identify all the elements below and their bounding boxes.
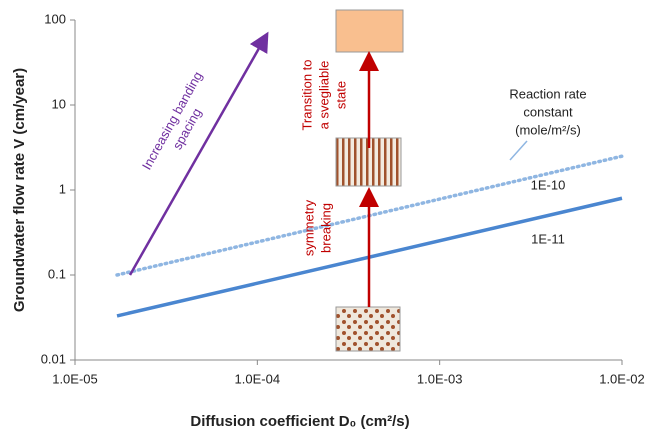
x-tick-label: 1.0E-02 <box>599 371 645 386</box>
series-label: 1E-11 <box>531 231 565 246</box>
y-tick-label: 100 <box>44 11 66 26</box>
y-tick-label: 1 <box>59 181 66 196</box>
banding-label: Increasing banding spacing <box>139 69 205 172</box>
y-axis-title: Groundwater flow rate V (cm/year) <box>11 68 28 312</box>
leader-line <box>509 140 528 161</box>
annotation: symmetry <box>301 199 316 256</box>
annotation: state <box>333 81 348 109</box>
x-axis-title: Diffusion coefficient D₀ (cm²/s) <box>190 413 409 430</box>
state-image <box>335 9 404 53</box>
annotation: Transition to <box>299 59 314 130</box>
y-tick-label: 0.01 <box>41 351 66 366</box>
y-tick-label: 0.1 <box>48 266 66 281</box>
dots-image <box>335 306 401 352</box>
arrow <box>128 31 269 276</box>
x-tick-label: 1.0E-03 <box>417 371 463 386</box>
y-tick-label: 10 <box>52 96 66 111</box>
symmetry-label: symmetry breaking <box>301 199 333 256</box>
annotation: (mole/m²/s) <box>515 122 581 137</box>
annotation: breaking <box>318 203 333 253</box>
annotation: Reaction rate <box>509 86 586 101</box>
x-tick-label: 1.0E-05 <box>52 371 98 386</box>
series-label: 1E-10 <box>531 177 566 192</box>
transition-label: Transition to a svegliable state <box>299 59 348 130</box>
annotation: constant <box>523 104 573 119</box>
x-tick-label: 1.0E-04 <box>235 371 281 386</box>
annotation: a svegliable <box>316 61 331 130</box>
